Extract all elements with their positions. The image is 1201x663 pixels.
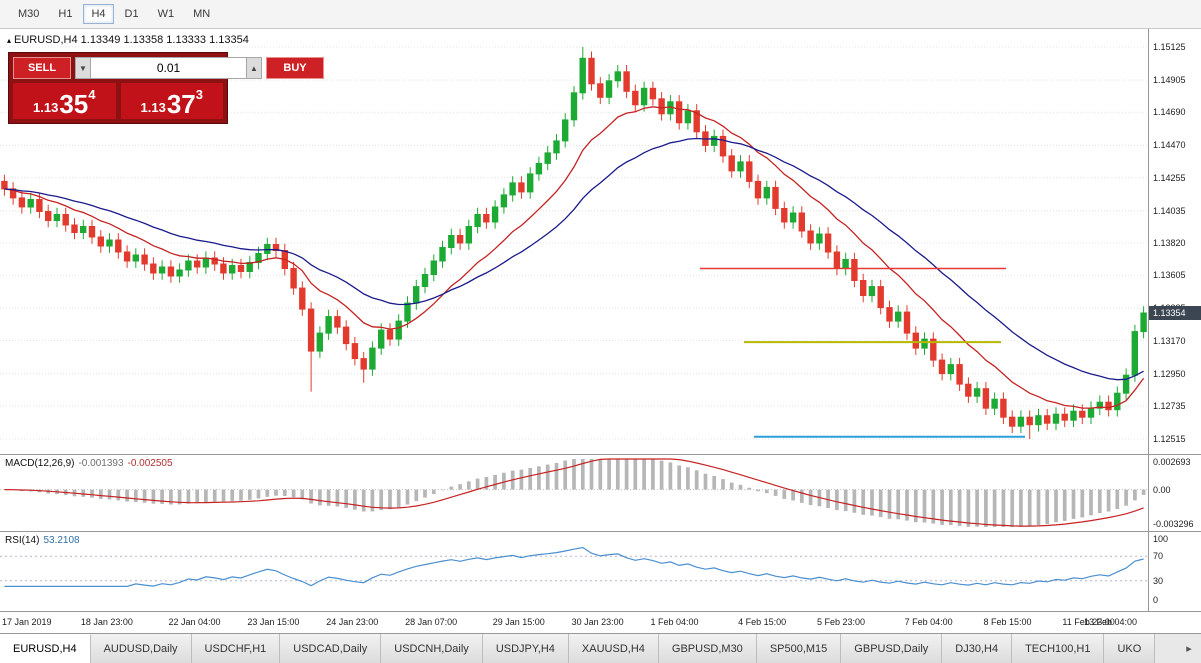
chart-tab-bar: EURUSD,H4 AUDUSD,Daily USDCHF,H1 USDCAD,Dai… xyxy=(0,633,1201,663)
timeframe-toolbar: M30 H1 H4 D1 W1 MN xyxy=(0,0,1201,29)
buy-price-pip: 3 xyxy=(195,87,203,102)
price-chart-panel: ▴ EURUSD,H4 1.13349 1.13358 1.13333 1.133… xyxy=(0,29,1201,454)
time-axis: 17 Jan 2019 18 Jan 23:00 22 Jan 04:00 23 Ja… xyxy=(0,611,1201,633)
time-axis-label: 30 Jan 23:00 xyxy=(571,617,624,627)
timeframe-button-m30[interactable]: M30 xyxy=(10,4,47,24)
time-axis-label: 17 Jan 2019 xyxy=(2,617,52,627)
price-axis-label: 1.12735 xyxy=(1153,400,1186,411)
tab-tech100-h1[interactable]: TECH100,H1 xyxy=(1012,634,1105,663)
tab-usdchf-h1[interactable]: USDCHF,H1 xyxy=(191,634,281,663)
price-axis-label: 1.13605 xyxy=(1153,270,1186,281)
tab-xauusd-h4[interactable]: XAUUSD,H4 xyxy=(568,634,659,663)
tab-gbpusd-m30[interactable]: GBPUSD,M30 xyxy=(658,634,757,663)
rsi-name: RSI(14) xyxy=(5,535,40,546)
time-axis-label: 28 Jan 07:00 xyxy=(405,617,458,627)
time-axis-label: 8 Feb 15:00 xyxy=(983,617,1032,627)
tab-usdcad-daily[interactable]: USDCAD,Daily xyxy=(280,634,382,663)
price-axis-label: 1.14905 xyxy=(1153,75,1186,86)
price-axis: 1.13354 1.15125 1.14905 1.14690 1.14470 1.14… xyxy=(1148,29,1201,454)
time-axis-label: 1 Feb 04:00 xyxy=(650,617,699,627)
tab-audusd-daily[interactable]: AUDUSD,Daily xyxy=(90,634,192,663)
macd-axis-label: 0.002693 xyxy=(1153,457,1191,467)
macd-axis-label: -0.003296 xyxy=(1153,519,1194,529)
time-axis-label: 22 Jan 04:00 xyxy=(168,617,221,627)
candlestick-chart[interactable]: ▴ EURUSD,H4 1.13349 1.13358 1.13333 1.133… xyxy=(0,29,1148,454)
timeframe-button-w1[interactable]: W1 xyxy=(150,4,183,24)
tab-usdcnh-daily[interactable]: USDCNH,Daily xyxy=(381,634,483,663)
price-axis-label: 1.15125 xyxy=(1153,42,1186,53)
macd-label: MACD(12,26,9) -0.001393 -0.002505 xyxy=(5,458,173,469)
chart-symbol-ohlc: ▴ EURUSD,H4 1.13349 1.13358 1.13333 1.133… xyxy=(7,34,249,46)
rsi-axis: 100 70 30 0 xyxy=(1148,532,1201,611)
timeframe-button-h4[interactable]: H4 xyxy=(83,4,114,24)
rsi-chart[interactable]: RSI(14) 53.2108 xyxy=(0,532,1148,611)
current-price-badge: 1.13354 xyxy=(1149,305,1201,320)
price-axis-label: 1.12950 xyxy=(1153,368,1186,379)
macd-main-value: -0.001393 xyxy=(78,458,124,469)
buy-price-display[interactable]: 1.13 37 3 xyxy=(120,83,223,119)
time-axis-label: 18 Jan 23:00 xyxy=(80,617,133,627)
sell-price-pip: 4 xyxy=(88,87,96,102)
tab-uko[interactable]: UKO xyxy=(1104,634,1156,663)
time-axis-label: 23 Jan 15:00 xyxy=(247,617,300,627)
volume-decrease-button[interactable]: ▼ xyxy=(75,57,91,79)
time-axis-label: 29 Jan 15:00 xyxy=(492,617,545,627)
time-axis-label: 24 Jan 23:00 xyxy=(326,617,379,627)
tab-usdjpy-h4[interactable]: USDJPY,H4 xyxy=(482,634,569,663)
symbol-ohlc-text: EURUSD,H4 1.13349 1.13358 1.13333 1.1335… xyxy=(14,34,249,46)
rsi-axis-label: 0 xyxy=(1153,595,1159,605)
rsi-axis-label: 70 xyxy=(1153,551,1164,562)
volume-input[interactable] xyxy=(91,57,246,79)
rsi-label: RSI(14) 53.2108 xyxy=(5,535,80,546)
tab-sp500-m15[interactable]: SP500,M15 xyxy=(756,634,842,663)
buy-button[interactable]: BUY xyxy=(266,57,324,79)
time-axis-label: 4 Feb 15:00 xyxy=(738,617,787,627)
sell-price-display[interactable]: 1.13 35 4 xyxy=(13,83,116,119)
sell-price-big: 35 xyxy=(59,89,89,119)
macd-axis-label: 0.00 xyxy=(1153,484,1171,495)
time-axis-label: 7 Feb 04:00 xyxy=(904,617,953,627)
price-axis-label: 1.14470 xyxy=(1153,140,1186,151)
volume-increase-button[interactable]: ▲ xyxy=(246,57,262,79)
tab-eurusd-h4[interactable]: EURUSD,H4 xyxy=(0,634,91,663)
price-axis-label: 1.14255 xyxy=(1153,172,1186,183)
rsi-value: 53.2108 xyxy=(43,535,80,546)
time-axis-label: 13 Feb 04:00 xyxy=(1084,617,1138,627)
timeframe-button-mn[interactable]: MN xyxy=(185,4,218,24)
rsi-axis-label: 30 xyxy=(1153,575,1164,586)
rsi-axis-label: 100 xyxy=(1153,534,1169,544)
macd-name: MACD(12,26,9) xyxy=(5,458,75,469)
tab-dj30-h4[interactable]: DJ30,H4 xyxy=(942,634,1013,663)
macd-axis: 0.002693 0.00 -0.003296 xyxy=(1148,455,1201,531)
buy-price-prefix: 1.13 xyxy=(140,100,166,115)
chart-tabs: EURUSD,H4 AUDUSD,Daily USDCHF,H1 USDCAD,Dai… xyxy=(0,634,1156,663)
chart-marker-icon: ▴ xyxy=(7,36,12,45)
tab-gbpusd-daily[interactable]: GBPUSD,Daily xyxy=(841,634,943,663)
price-axis-label: 1.12515 xyxy=(1153,433,1186,444)
sell-button[interactable]: SELL xyxy=(13,57,71,79)
timeframe-button-h1[interactable]: H1 xyxy=(50,4,80,24)
volume-control: ▼ ▲ xyxy=(75,57,262,79)
macd-panel: MACD(12,26,9) -0.001393 -0.002505 0.002693… xyxy=(0,454,1201,531)
price-axis-label: 1.14035 xyxy=(1153,205,1186,216)
price-axis-label: 1.13170 xyxy=(1153,335,1186,346)
timeframe-button-d1[interactable]: D1 xyxy=(117,4,147,24)
price-axis-label: 1.13820 xyxy=(1153,238,1186,248)
macd-signal-value: -0.002505 xyxy=(127,458,173,469)
sell-price-prefix: 1.13 xyxy=(33,100,59,115)
buy-price-big: 37 xyxy=(166,89,196,119)
time-axis-label: 5 Feb 23:00 xyxy=(816,617,866,627)
price-axis-label: 1.14690 xyxy=(1153,107,1186,118)
one-click-trading-widget: SELL ▼ ▲ BUY 1.13 35 4 1.13 37 3 xyxy=(8,52,324,124)
rsi-panel: RSI(14) 53.2108 100 70 30 0 xyxy=(0,531,1201,611)
time-axis-label: 11 Feb 23:00 xyxy=(1062,617,1115,627)
macd-chart[interactable]: MACD(12,26,9) -0.001393 -0.002505 xyxy=(0,455,1148,531)
tabs-overflow-arrow-icon[interactable]: ▸ xyxy=(1186,643,1192,655)
